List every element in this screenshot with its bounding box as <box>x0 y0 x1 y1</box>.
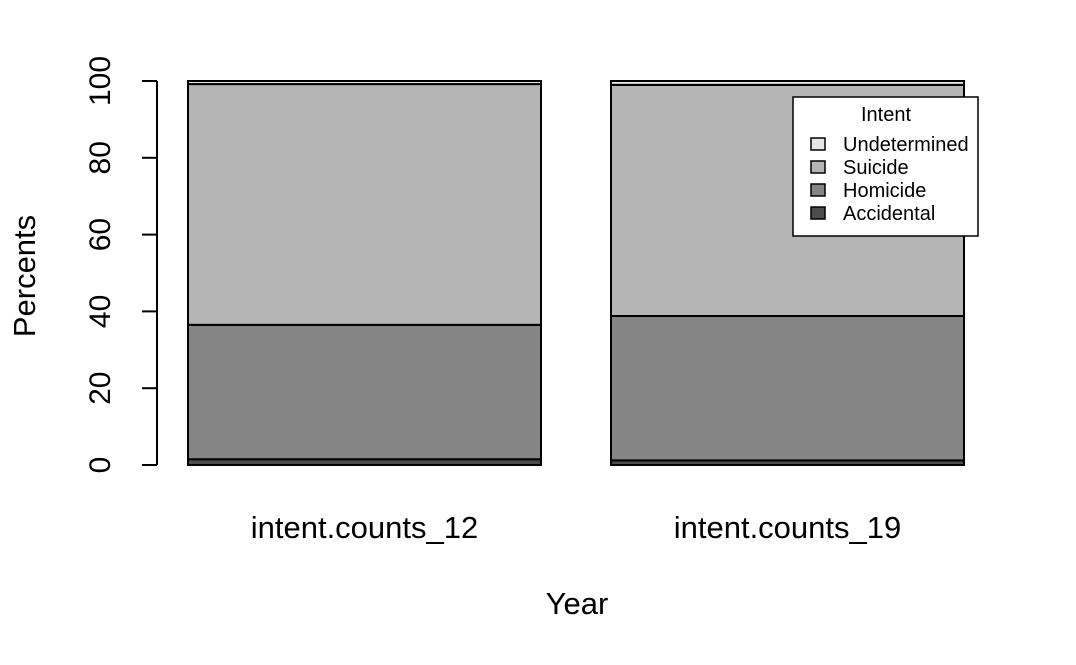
x-axis-title: Year <box>546 586 609 621</box>
category-labels: intent.counts_12 intent.counts_19 <box>251 510 902 545</box>
legend-label-undetermined: Undetermined <box>843 134 969 156</box>
y-tick-label-20: 20 <box>84 372 117 405</box>
bar-segment-0-undetermined <box>187 80 542 86</box>
legend-title: Intent <box>861 104 911 126</box>
legend-swatch-undetermined <box>810 137 826 151</box>
y-tick-label-40: 40 <box>84 295 117 328</box>
x-category-label-0: intent.counts_12 <box>251 510 479 545</box>
legend-label-accidental: Accidental <box>843 203 935 225</box>
legend: Intent UndeterminedSuicideHomicideAccide… <box>792 96 979 237</box>
y-tick-label-80: 80 <box>84 141 117 174</box>
bar-segment-1-homicide <box>610 315 965 462</box>
y-tick-label-60: 60 <box>84 218 117 251</box>
legend-swatch-suicide <box>810 160 826 174</box>
y-axis-title: Percents <box>7 215 42 337</box>
bar-segment-1-undetermined <box>610 80 965 86</box>
bar-segment-0-homicide <box>187 323 542 461</box>
y-tick-label-100: 100 <box>84 56 117 106</box>
legend-swatch-accidental <box>810 206 826 220</box>
legend-label-homicide: Homicide <box>843 180 926 202</box>
x-category-label-1: intent.counts_19 <box>674 510 902 545</box>
y-tick-label-0: 0 <box>84 457 117 474</box>
legend-label-suicide: Suicide <box>843 157 909 179</box>
y-axis: 0 20 40 60 80 100 <box>84 56 158 474</box>
bar-segment-0-suicide <box>187 83 542 326</box>
legend-swatch-homicide <box>810 183 826 197</box>
